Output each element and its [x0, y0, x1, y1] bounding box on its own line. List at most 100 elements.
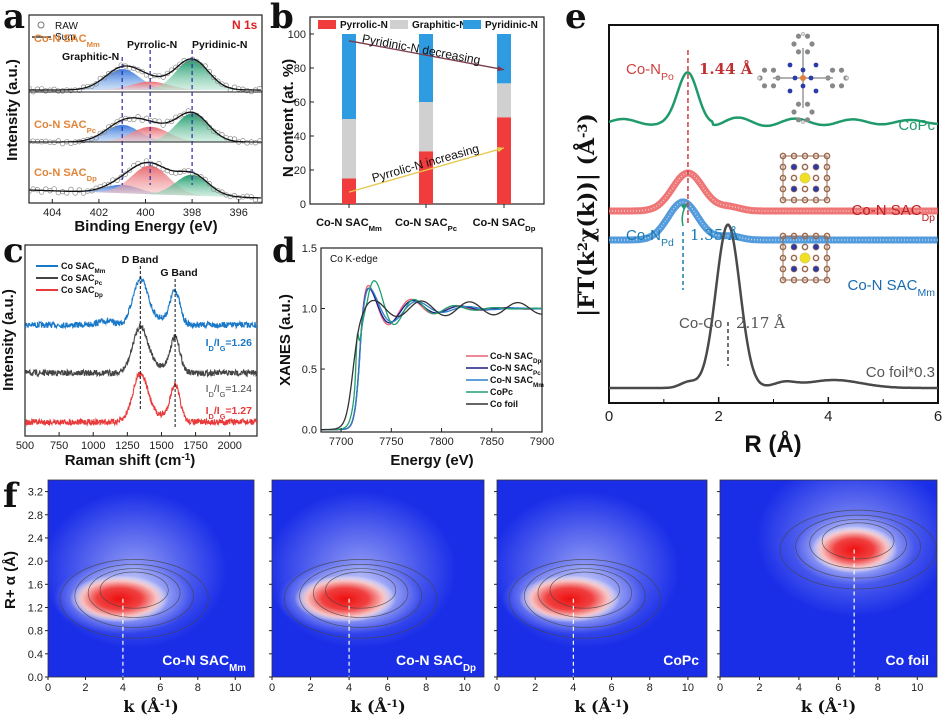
- y-axis-label: N content (at. %): [280, 59, 297, 177]
- ft-series-markers: [609, 201, 938, 241]
- category-label: Co-N SACMm: [316, 217, 382, 233]
- contour-line: [523, 564, 646, 628]
- raw-data-point: [122, 171, 129, 177]
- nitrogen-atom: [800, 83, 806, 89]
- wavelet-map-0: Co-N SACMm 0 2 4 6 8 10 0.0 0.4 0.8 1.2 1.6 2.0 2.4 2.…: [28, 479, 255, 716]
- legend-label: Co SACPc: [61, 273, 103, 287]
- map-sample-label: CoPc: [663, 652, 699, 668]
- annotation-co-npo-value: 1.44 Å: [699, 60, 753, 78]
- carbon-atom: [838, 67, 845, 73]
- carbon-lattice: [782, 155, 828, 201]
- panel-label-d: d: [272, 231, 296, 271]
- raw-data-point: [160, 74, 166, 80]
- nitrogen-atom: [800, 67, 806, 73]
- x-tick-label: 4: [120, 682, 126, 694]
- category-label: Co-N SACPc: [395, 217, 458, 233]
- x-axis-label: k (Å-1): [801, 695, 856, 716]
- carbon-atom: [804, 117, 811, 123]
- legend-sum-label: Sum: [55, 32, 76, 43]
- y-tick-label: 2.0: [28, 556, 43, 568]
- carbon-atom: [770, 67, 777, 73]
- carbon-atom: [795, 33, 802, 39]
- peak-label-pyridinic: Pyridinic-N: [192, 39, 247, 51]
- sample-label: Co-N SACPc: [34, 119, 97, 135]
- raw-data-point: [185, 167, 192, 174]
- raw-data-point: [143, 158, 150, 164]
- raw-data-point: [139, 117, 145, 123]
- contour-line: [59, 559, 209, 639]
- contour-line: [821, 522, 895, 560]
- legend-label: Co SACMm: [61, 261, 106, 275]
- contour-line: [508, 559, 661, 639]
- map-frame: [271, 479, 485, 678]
- x-tick-label: 2: [307, 682, 313, 694]
- bar-pyridinic-n-0: [342, 34, 356, 119]
- nitrogen-atom: [813, 186, 819, 192]
- id-ig-ratio-label: ID/IG=1.26: [206, 337, 253, 353]
- annotation-co-npd-value: 1.35 Å: [690, 226, 739, 244]
- carbon-atom: [795, 117, 802, 123]
- bar-pyridinic-n-2: [497, 34, 511, 84]
- raw-data-point: [127, 167, 133, 173]
- legend-swatch: [318, 20, 336, 29]
- panel-b-bar: b 0 20 40 60 80 100 Pyrrolic-N Graphitic-N Pyri…: [270, 0, 545, 233]
- legend-label: Co foil: [490, 399, 518, 409]
- contour-line: [809, 518, 907, 569]
- nitrogen-atom: [813, 88, 819, 94]
- raw-data-point: [139, 68, 145, 75]
- y-axis-label: Intensity (a.u.): [4, 59, 21, 161]
- y-tick-label: 1.2: [28, 602, 43, 614]
- raw-data-point: [38, 189, 45, 195]
- raw-data-point: [198, 174, 204, 180]
- panel-label-f: f: [3, 476, 20, 516]
- y-tick-label: 0.0: [302, 425, 317, 437]
- raw-data-point: [106, 181, 112, 188]
- pyridinic-component: [140, 174, 244, 198]
- map-body: [720, 480, 937, 677]
- raman-series-2: [25, 371, 257, 427]
- peak-label-graphitic: Graphitic-N: [62, 51, 119, 63]
- x-tick-label: 10: [682, 682, 694, 694]
- carbon-atom: [801, 243, 809, 251]
- x-tick-label: 4: [346, 682, 352, 694]
- x-tick-label: 6: [385, 682, 391, 694]
- trend-arrow: [348, 147, 505, 193]
- panel-label-b: b: [270, 0, 294, 37]
- map-frame: [719, 479, 938, 678]
- x-tick-label: 6: [934, 408, 942, 425]
- raw-data-point: [55, 88, 62, 94]
- raw-data-point: [127, 116, 133, 122]
- x-tick-label: 402: [90, 207, 108, 219]
- legend: RAW Sum: [32, 21, 79, 43]
- y-tick-label: 60: [294, 97, 306, 109]
- x-axis-label: k (Å-1): [123, 695, 178, 716]
- edge-annotation: Co K-edge: [330, 254, 378, 265]
- sample-label: Co-N SACDp: [34, 167, 97, 183]
- carbon-atom: [801, 265, 809, 273]
- carbon-atom: [791, 41, 797, 47]
- y-tick-label: 0: [300, 199, 306, 211]
- ft-series-3: [609, 223, 938, 390]
- y-tick-label: 1.5: [302, 243, 317, 255]
- nitrogen-atom: [791, 266, 797, 272]
- y-tick-label: 2.8: [28, 510, 43, 522]
- bar-pyrrolic-n-0: [342, 178, 356, 204]
- x-tick-label: 0: [717, 682, 723, 694]
- hydrogen-atom: [800, 119, 806, 125]
- x-tick-label: 10: [911, 682, 923, 694]
- x-tick-label: 0: [494, 682, 500, 694]
- legend-label: CoPc: [490, 387, 513, 397]
- x-tick-label: 396: [230, 207, 248, 219]
- y-axis-label: XANES (a.u.): [277, 294, 294, 386]
- carbon-atom: [790, 174, 798, 182]
- y-tick-label: 80: [294, 63, 306, 75]
- id-ig-ratio-label: ID/IG=1.27: [206, 405, 253, 421]
- panel-d-xanes: d Co K-edge 7700 7750 7800 7850 7900 0.0 0.5 1.…: [272, 231, 554, 469]
- legend: Pyrrolic-N Graphitic-N Pyridinic-N: [318, 20, 538, 31]
- series-label-co-foil: Co foil*0.3: [866, 364, 935, 381]
- hydrogen-atom: [844, 75, 850, 81]
- raman-series-1: [25, 322, 257, 379]
